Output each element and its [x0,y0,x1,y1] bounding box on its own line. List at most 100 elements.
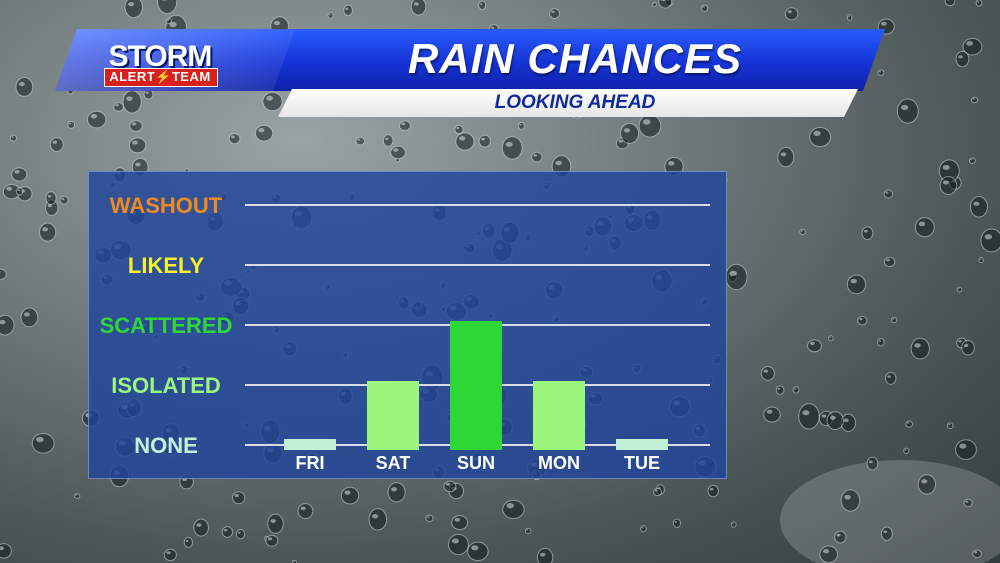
raindrop [478,0,487,10]
raindrop [73,493,81,499]
raindrop-body [549,8,560,19]
raindrop-body [961,340,975,356]
raindrop [355,136,365,146]
raindrop [775,385,785,396]
raindrop-body [291,559,298,563]
raindrop [826,411,844,431]
raindrop [638,114,662,138]
raindrop-body [944,0,956,7]
raindrop [971,96,979,104]
raindrop-body [807,339,822,353]
raindrop-highlight [23,312,30,317]
raindrop [972,549,982,559]
raindrop-body [297,503,314,519]
raindrop-highlight [943,180,949,185]
raindrop-highlight [385,137,389,141]
raindrop [124,0,143,19]
raindrop [387,482,406,503]
raindrop-highlight [948,423,951,426]
raindrop-highlight [709,487,714,491]
raindrop-highlight [836,533,841,537]
raindrop-highlight [18,81,25,87]
raindrop [31,433,55,454]
raindrop-body [524,527,532,535]
raindrop-body [798,403,820,430]
raindrop-body [9,134,18,142]
raindrop-highlight [401,122,406,126]
y-tick-label: ISOLATED [111,373,221,398]
page-title: RAIN CHANCES [407,35,742,82]
raindrop [536,547,554,563]
y-tick-label: LIKELY [128,253,205,278]
raindrop-highlight [642,119,651,125]
raindrop-highlight [11,136,14,138]
raindrop [524,527,532,535]
raindrop-highlight [185,539,189,543]
raindrop [15,77,34,97]
raindrop-highlight [234,494,239,498]
raindrop-highlight [166,551,171,555]
raindrop [343,4,353,16]
raindrop-highlight [526,529,529,531]
raindrop-body [531,151,543,163]
raindrop-highlight [555,160,562,166]
raindrop [861,226,874,241]
raindrop-highlight [623,128,631,133]
raindrop [846,14,853,21]
raindrop-highlight [126,96,133,101]
raindrop-body [955,50,970,68]
raindrop-body [980,228,1000,253]
raindrop-highlight [886,258,890,262]
raindrop-highlight [970,158,973,161]
raindrop-body [971,96,979,104]
raindrop-highlight [451,538,459,544]
raindrop-highlight [844,494,851,500]
raindrop [382,134,394,147]
raindrop-highlight [135,162,141,167]
x-tick-label: TUE [624,453,660,473]
raindrop-body [31,433,55,454]
raindrop [291,559,298,563]
bar [616,439,668,450]
raindrop [157,0,178,15]
raindrop-body [254,124,274,142]
raindrop-highlight [984,234,993,240]
raindrop-body [978,256,984,264]
raindrop-highlight [787,10,792,14]
raindrop-highlight [829,415,836,420]
raindrop-body [45,191,57,205]
raindrop-body [672,518,682,528]
raindrop-body [620,122,640,144]
raindrop [340,486,360,505]
raindrop-highlight [921,479,928,484]
raindrop [531,151,543,163]
raindrop-highlight [958,55,963,59]
raindrop-body [784,7,799,21]
raindrop-highlight [918,221,926,227]
x-tick-label: FRI [296,453,325,473]
raindrop [792,386,800,394]
raindrop-body [536,547,554,563]
raindrop-body [343,4,353,16]
raindrop [890,316,898,324]
raindrop [763,406,781,423]
raindrop-highlight [848,16,850,18]
raindrop-highlight [68,122,72,125]
raindrop [478,134,491,148]
raindrop-highlight [446,482,451,486]
raindrop-highlight [979,258,982,260]
raindrop-body [410,0,427,16]
raindrop-highlight [506,503,514,509]
raindrop-body [124,0,143,19]
raindrop-highlight [372,514,379,519]
raindrop-highlight [732,523,734,525]
raindrop-body [884,371,897,385]
raindrop [9,134,18,142]
raindrop-body [387,482,406,503]
raindrop [39,222,57,242]
raindrop-highlight [618,139,623,143]
raindrop-body [327,12,334,19]
raindrop-highlight [914,343,921,348]
raindrop [45,191,57,205]
raindrop-highlight [859,317,863,321]
